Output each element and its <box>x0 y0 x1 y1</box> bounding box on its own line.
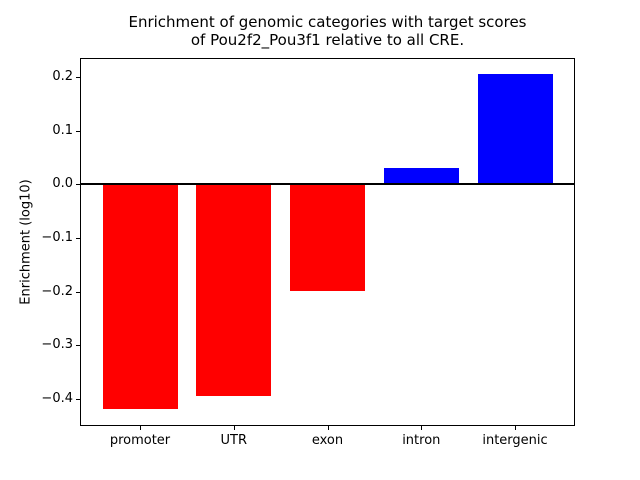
y-tick-label: −0.4 <box>41 390 73 406</box>
y-tick-label: 0.0 <box>52 176 73 192</box>
y-tick-label: 0.2 <box>52 69 73 85</box>
zero-line <box>81 183 574 186</box>
y-tick-label: −0.3 <box>41 337 73 353</box>
y-tick-mark <box>76 398 80 400</box>
bar-intergenic <box>477 74 553 185</box>
y-tick-label: 0.1 <box>52 122 73 138</box>
x-tick-mark <box>421 426 423 430</box>
x-tick-mark <box>327 426 329 430</box>
bar-UTR <box>196 184 272 396</box>
x-tick-label-UTR: UTR <box>220 433 248 448</box>
y-tick-label: −0.2 <box>41 283 73 299</box>
bar-promoter <box>102 184 178 410</box>
y-tick-mark <box>76 184 80 186</box>
y-tick-label: −0.1 <box>41 230 73 245</box>
x-tick-label-intergenic: intergenic <box>482 433 548 448</box>
y-tick-mark <box>76 345 80 347</box>
y-tick-mark <box>76 130 80 132</box>
x-tick-mark <box>515 426 516 430</box>
y-tick-mark <box>76 238 80 239</box>
plot-area <box>80 58 575 426</box>
bar-intron <box>383 168 459 185</box>
chart-title: Enrichment of genomic categories with ta… <box>128 13 527 49</box>
x-tick-label-promoter: promoter <box>109 433 171 448</box>
bar-exon <box>290 184 365 292</box>
x-tick-mark <box>140 426 141 430</box>
x-tick-mark <box>233 426 235 430</box>
y-tick-mark <box>76 291 80 293</box>
y-tick-mark <box>76 77 80 79</box>
x-tick-label-intron: intron <box>402 433 441 448</box>
x-tick-label-exon: exon <box>311 433 344 448</box>
